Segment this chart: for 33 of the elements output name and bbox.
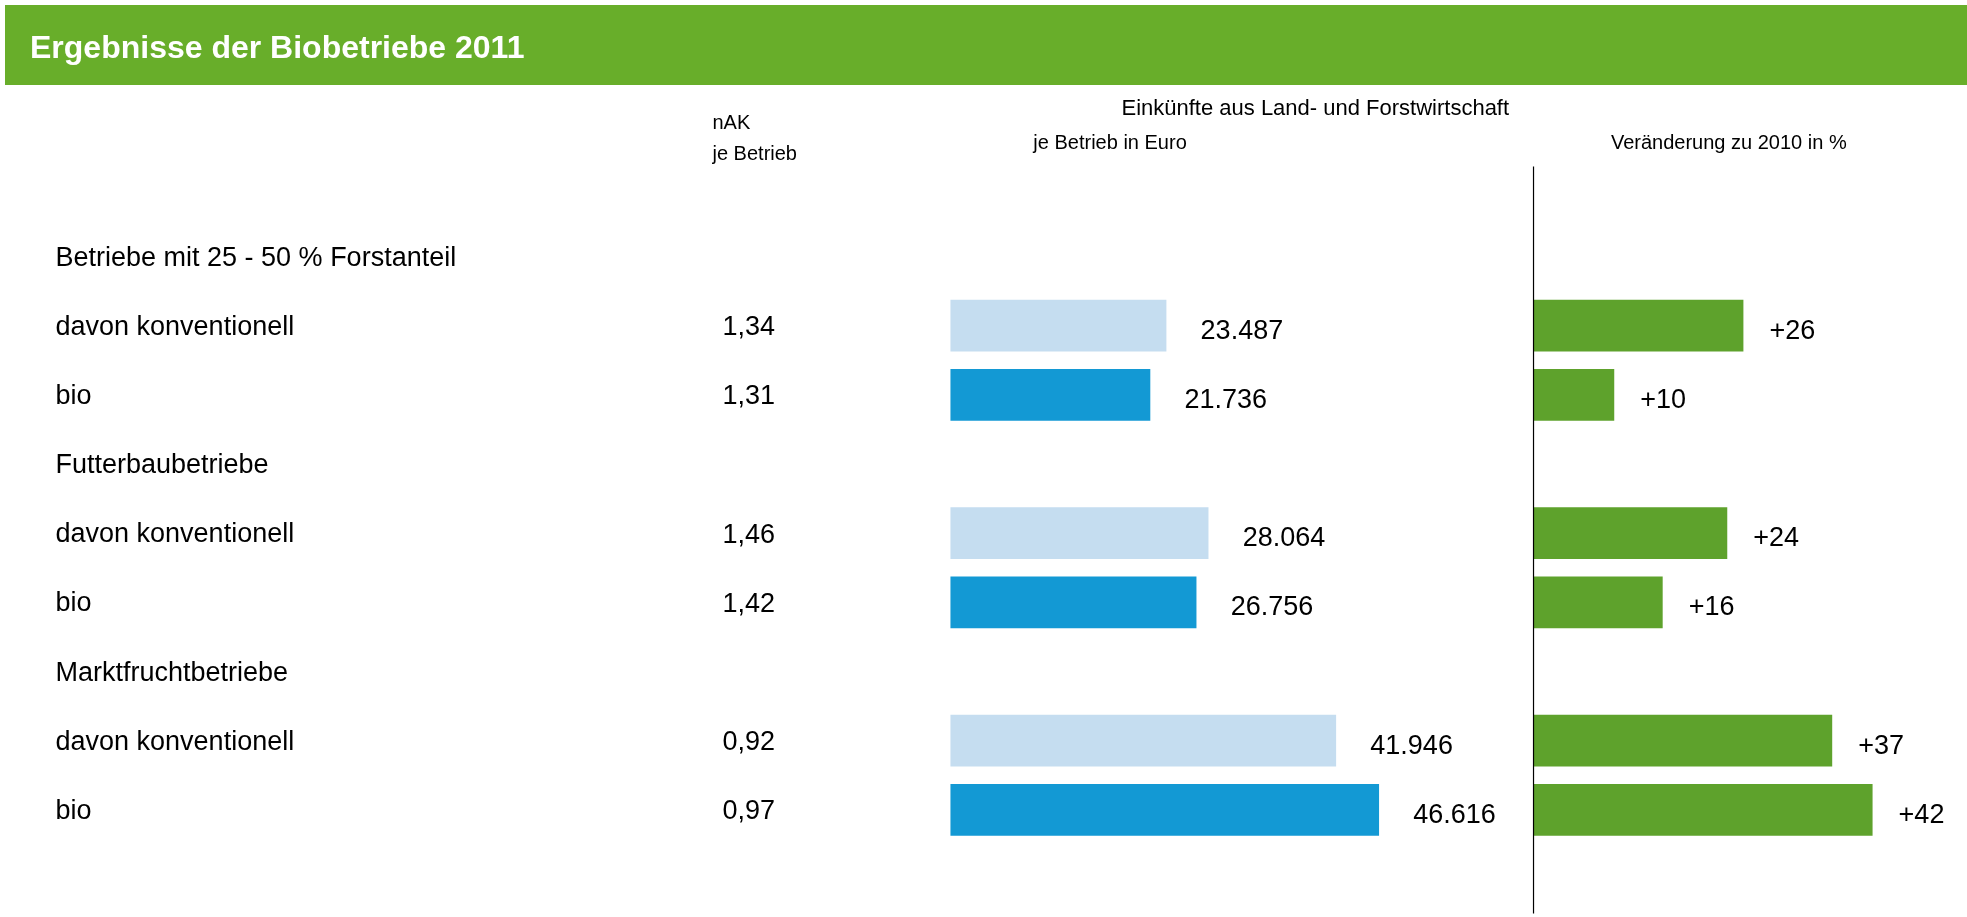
chart-subtitle: je Betrieb in Euro: [1032, 131, 1187, 154]
data-label: 1,31: [722, 380, 776, 411]
text: Ergebnisse der Biobetriebe 2011: [30, 28, 525, 67]
category-label: bio: [55, 587, 92, 618]
data-label: 26.756: [1230, 591, 1314, 622]
category-label: davon konventionell: [55, 518, 295, 549]
category-label: Futterbaubetriebe: [55, 449, 269, 479]
data-label: +26: [1769, 314, 1816, 345]
data-label: 41.946: [1370, 729, 1453, 760]
data-label: +37: [1858, 729, 1905, 760]
data-label: 1,46: [722, 518, 776, 549]
data-label: +10: [1640, 383, 1687, 414]
chart-title: Einkünfte aus Land- und Forstwirtschaft: [1121, 95, 1510, 121]
data-label: 0,92: [722, 726, 776, 757]
category-label: davon konventionell: [55, 725, 295, 756]
data-label: +24: [1753, 522, 1800, 553]
category-label: Marktfruchtbetriebe: [55, 656, 289, 687]
text: nAK: [712, 110, 751, 133]
text: je Betrieb: [711, 141, 797, 164]
data-label: 1,42: [722, 587, 776, 618]
data-label: 46.616: [1413, 798, 1496, 829]
category-label: davon konventionell: [55, 310, 295, 341]
data-label: 0,97: [722, 795, 776, 826]
data-label: 21.736: [1184, 383, 1268, 414]
category-label: bio: [55, 379, 92, 410]
data-label: +42: [1898, 798, 1945, 829]
category-label: bio: [55, 794, 92, 825]
data-label: 28.064: [1242, 522, 1326, 553]
chart-title: Veränderung zu 2010 in %: [1610, 131, 1847, 154]
data-label: 23.487: [1200, 314, 1284, 345]
data-label: +16: [1688, 591, 1735, 622]
data-label: 1,34: [722, 311, 776, 342]
category-label: Betriebe mit 25 - 50 % Forstanteil: [55, 241, 457, 272]
